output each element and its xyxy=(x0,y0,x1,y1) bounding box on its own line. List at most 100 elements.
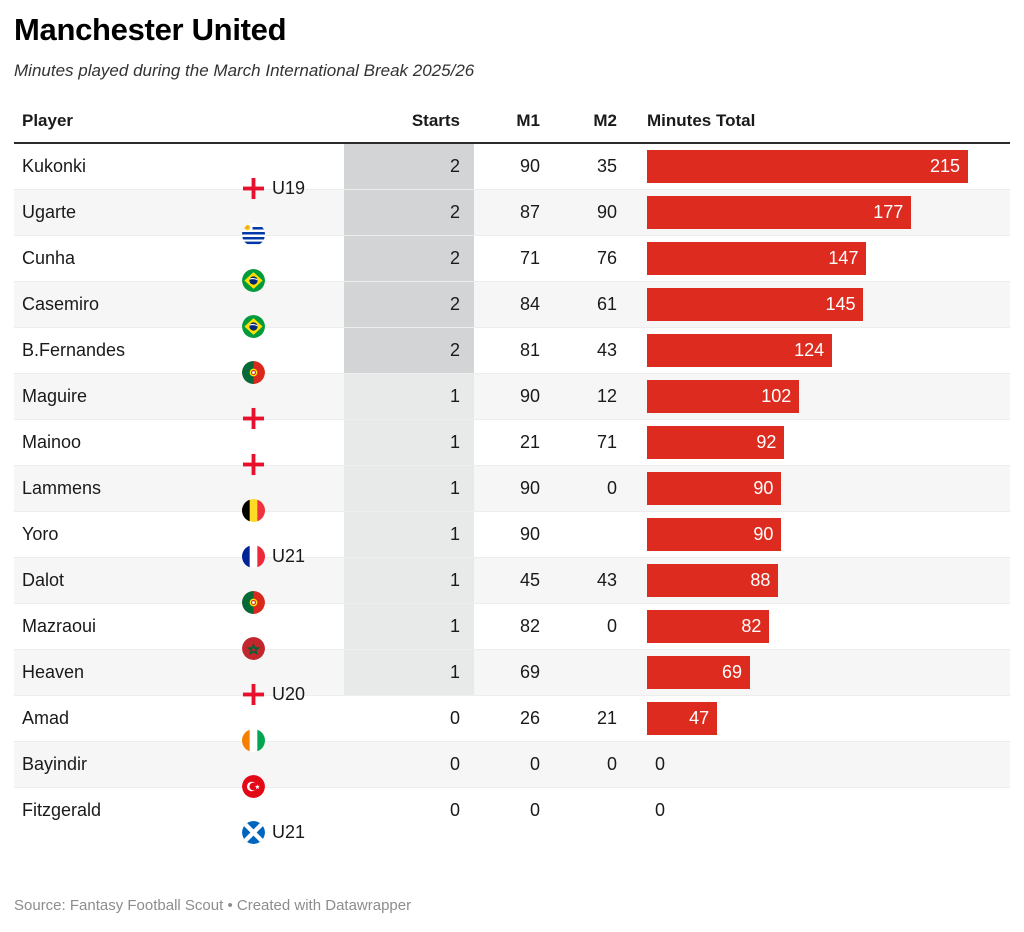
cell-player: Bayindir xyxy=(14,741,344,799)
bar-value-label: 215 xyxy=(929,156,960,177)
player-name: Mainoo xyxy=(22,432,82,453)
cell-m1: 90 xyxy=(474,465,554,512)
table-row: Kukonki U19 2 90 35 215 xyxy=(14,143,1010,200)
table-row: B.Fernandes 2 81 43 124 xyxy=(14,327,1010,385)
bar-track: 0 xyxy=(647,742,1010,787)
player-name: Yoro xyxy=(22,524,59,545)
table-row: Mainoo 1 21 71 92 xyxy=(14,419,1010,476)
table-row: Cunha 2 71 76 147 xyxy=(14,235,1010,293)
england-flag-icon xyxy=(242,407,265,430)
cell-m2: 90 xyxy=(554,189,639,236)
minutes-bar: 177 xyxy=(647,196,912,230)
player-name: B.Fernandes xyxy=(22,340,126,361)
player-name: Maguire xyxy=(22,386,88,407)
cell-m2: 71 xyxy=(554,419,639,466)
cell-starts: 2 xyxy=(344,235,474,282)
england-flag-icon xyxy=(242,453,265,476)
bar-track: 90 xyxy=(647,512,1010,557)
cell-player: Cunha xyxy=(14,235,344,293)
cell-m1: 90 xyxy=(474,511,554,558)
page-subtitle: Minutes played during the March Internat… xyxy=(14,60,475,80)
bar-track: 177 xyxy=(647,190,1010,235)
bar-track: 88 xyxy=(647,558,1010,603)
player-name: Kukonki xyxy=(22,156,87,177)
cell-starts: 2 xyxy=(344,327,474,374)
minutes-bar: 47 xyxy=(647,702,718,736)
cell-player: Kukonki U19 xyxy=(14,143,344,200)
cell-m1: 81 xyxy=(474,327,554,374)
nationality-group xyxy=(242,407,265,430)
source-note: Source: Fantasy Football Scout • Created… xyxy=(14,897,412,914)
cell-player: Mainoo xyxy=(14,419,344,476)
cell-m1: 90 xyxy=(519,156,540,177)
bar-value-label: 145 xyxy=(825,294,856,315)
minutes-bar: 145 xyxy=(647,288,864,322)
minutes-bar: 90 xyxy=(647,472,782,506)
cell-starts: 2 xyxy=(344,143,474,190)
cell-m2: 76 xyxy=(554,235,639,282)
cell-minutes-total: 88 xyxy=(639,557,1010,604)
cell-minutes-total: 82 xyxy=(639,603,1010,650)
bar-track: 215 xyxy=(647,144,1010,189)
bar-value-label: 177 xyxy=(873,202,904,223)
cell-m1: 87 xyxy=(474,189,554,236)
bar-value-label: 0 xyxy=(655,800,666,821)
minutes-bar: 102 xyxy=(647,380,800,414)
minutes-bar: 147 xyxy=(647,242,867,276)
cell-player: Casemiro xyxy=(14,281,344,339)
column-header-player[interactable]: Player xyxy=(22,111,74,131)
scotland-flag-icon xyxy=(242,821,265,845)
table-row: Dalot 1 45 43 88 xyxy=(14,557,1010,615)
minutes-bar: 92 xyxy=(647,426,785,460)
column-header-starts[interactable]: Starts xyxy=(411,111,460,131)
cell-m2: 43 xyxy=(554,557,639,604)
cell-starts: 1 xyxy=(344,465,474,512)
minutes-bar: 82 xyxy=(647,610,770,644)
player-name: Ugarte xyxy=(22,202,77,223)
cell-minutes-total: 69 xyxy=(639,649,1010,696)
table-row: Heaven U20 1 69 69 xyxy=(14,649,1010,706)
cell-m1: 45 xyxy=(474,557,554,604)
bar-track: 82 xyxy=(647,604,1010,649)
bar-value-label: 47 xyxy=(689,708,710,729)
minutes-bar: 215 xyxy=(647,150,968,184)
nationality-group xyxy=(242,453,265,476)
table-row: Fitzgerald U21 0 0 0 xyxy=(14,787,1010,845)
cell-minutes-total: 177 xyxy=(639,189,1010,236)
cell-m1: 82 xyxy=(474,603,554,650)
cell-m2 xyxy=(554,649,639,696)
bar-value-label: 0 xyxy=(655,754,666,775)
cell-player: B.Fernandes xyxy=(14,327,344,385)
bar-value-label: 124 xyxy=(794,340,825,361)
cell-player: Ugarte xyxy=(14,189,344,247)
cell-m2: 0 xyxy=(554,465,639,512)
bar-track: 47 xyxy=(647,696,1010,741)
cell-minutes-total: 92 xyxy=(639,419,1010,466)
cell-m2: 21 xyxy=(554,695,639,742)
bar-track: 90 xyxy=(647,466,1010,511)
cell-starts: 0 xyxy=(344,695,474,742)
cell-m1: 0 xyxy=(474,741,554,788)
player-name: Bayindir xyxy=(22,754,88,775)
column-header-m1[interactable]: M1 xyxy=(516,111,540,131)
cell-minutes-total: 124 xyxy=(639,327,1010,374)
england-flag-icon xyxy=(242,683,265,706)
bar-track: 147 xyxy=(647,236,1010,281)
cell-minutes-total: 90 xyxy=(639,465,1010,512)
bar-value-label: 82 xyxy=(741,616,762,637)
bar-value-label: 69 xyxy=(721,662,743,683)
cell-m2: 12 xyxy=(554,373,639,420)
nationality-group: U21 xyxy=(242,821,305,845)
column-header-m2[interactable]: M2 xyxy=(593,111,617,131)
page-title: Manchester United xyxy=(14,12,287,47)
player-name: Cunha xyxy=(22,248,76,269)
table-header: Player Starts M1 M2 Minutes Total xyxy=(14,111,1010,144)
minutes-table: Player Starts M1 M2 Minutes Total Kukonk… xyxy=(14,111,1010,845)
cell-starts: 1 xyxy=(344,511,474,558)
minutes-bar: 124 xyxy=(647,334,833,368)
column-header-minutes-total[interactable]: Minutes Total xyxy=(647,111,756,131)
cell-minutes-total: 0 xyxy=(639,787,1010,834)
cell-starts: 0 xyxy=(344,741,474,788)
cell-m2: 61 xyxy=(554,281,639,328)
